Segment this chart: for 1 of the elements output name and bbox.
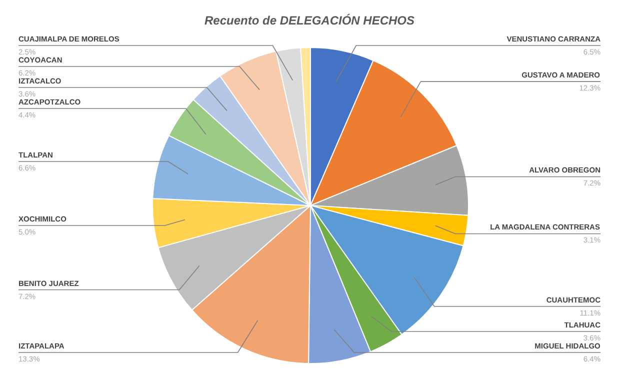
chart-title: Recuento de DELEGACIÓN HECHOS xyxy=(204,14,415,28)
